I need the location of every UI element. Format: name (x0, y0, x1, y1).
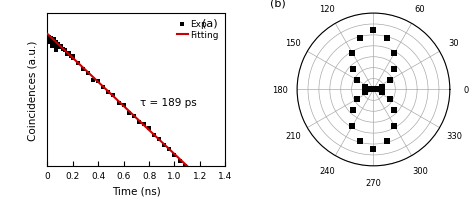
Exp (206, 184, 214, 187)
Exp (49, 45, 56, 48)
Point (353, 79, 361, 82)
Exp (100, 86, 107, 89)
Exp (135, 121, 143, 124)
Point (356, 37, 364, 40)
Point (353, 98, 361, 101)
Exp (201, 182, 209, 185)
Exp (67, 55, 75, 58)
Point (370, 29, 377, 32)
Exp (161, 143, 168, 147)
Point (349, 109, 357, 112)
Exp (49, 42, 56, 45)
Exp (45, 36, 53, 39)
Exp (55, 46, 63, 49)
Exp (105, 91, 112, 95)
Exp (90, 79, 97, 82)
Y-axis label: Coincidences (a.u.): Coincidences (a.u.) (27, 40, 37, 140)
Fitting (45, 34, 50, 36)
Exp (84, 72, 92, 75)
Point (383, 140, 391, 143)
Exp (196, 176, 204, 180)
Exp (60, 48, 67, 51)
Exp (176, 159, 183, 163)
Exp (186, 167, 193, 170)
Exp (150, 134, 158, 137)
Legend: Exp, Fitting: Exp, Fitting (175, 18, 221, 42)
Point (367, 88, 375, 92)
Fitting (191, 171, 196, 173)
Fitting (150, 133, 156, 136)
Fitting (129, 113, 135, 115)
Exp (46, 37, 54, 41)
Exp (50, 39, 57, 42)
Exp (211, 189, 219, 192)
Fitting (218, 197, 224, 199)
Exp (51, 42, 59, 45)
Exp (50, 43, 57, 46)
X-axis label: Time (ns): Time (ns) (112, 185, 161, 195)
Exp (120, 104, 128, 107)
Exp (146, 127, 153, 130)
Exp (125, 112, 133, 115)
Point (383, 37, 391, 40)
Exp (47, 37, 55, 40)
Point (386, 79, 394, 82)
Exp (115, 102, 122, 105)
Exp (191, 169, 199, 173)
Point (361, 86, 368, 89)
Exp (165, 147, 173, 150)
Fitting (141, 124, 146, 126)
Exp (74, 62, 82, 65)
Point (349, 68, 357, 71)
Point (356, 140, 364, 143)
Exp (65, 52, 73, 55)
Exp (171, 154, 178, 157)
Exp (54, 43, 61, 46)
Point (390, 109, 398, 112)
Point (349, 52, 356, 55)
Exp (46, 40, 54, 43)
Text: (a): (a) (202, 19, 218, 29)
Line: Fitting: Fitting (47, 35, 225, 200)
Point (379, 91, 386, 94)
Exp (53, 46, 60, 49)
Text: τ = 189 ps: τ = 189 ps (140, 97, 197, 107)
Exp (181, 164, 189, 168)
Exp (140, 122, 148, 126)
Exp (45, 42, 53, 45)
Fitting (130, 114, 136, 116)
Exp (53, 49, 60, 52)
Exp (57, 46, 65, 49)
Point (361, 91, 368, 94)
Exp (109, 94, 117, 97)
Exp (69, 55, 77, 58)
Point (386, 98, 394, 101)
Point (379, 86, 386, 89)
Exp (52, 41, 59, 44)
Exp (47, 40, 55, 43)
Point (391, 52, 398, 55)
Point (349, 125, 356, 128)
Point (391, 125, 398, 128)
Exp (51, 43, 59, 46)
Exp (79, 68, 87, 71)
Exp (155, 137, 163, 141)
Text: (b): (b) (270, 0, 285, 9)
Point (372, 88, 380, 92)
Exp (64, 53, 71, 57)
Exp (50, 45, 57, 48)
Exp (62, 50, 69, 53)
Point (390, 68, 398, 71)
Exp (130, 115, 137, 118)
Exp (94, 80, 102, 83)
Point (370, 148, 377, 151)
Exp (69, 57, 77, 61)
